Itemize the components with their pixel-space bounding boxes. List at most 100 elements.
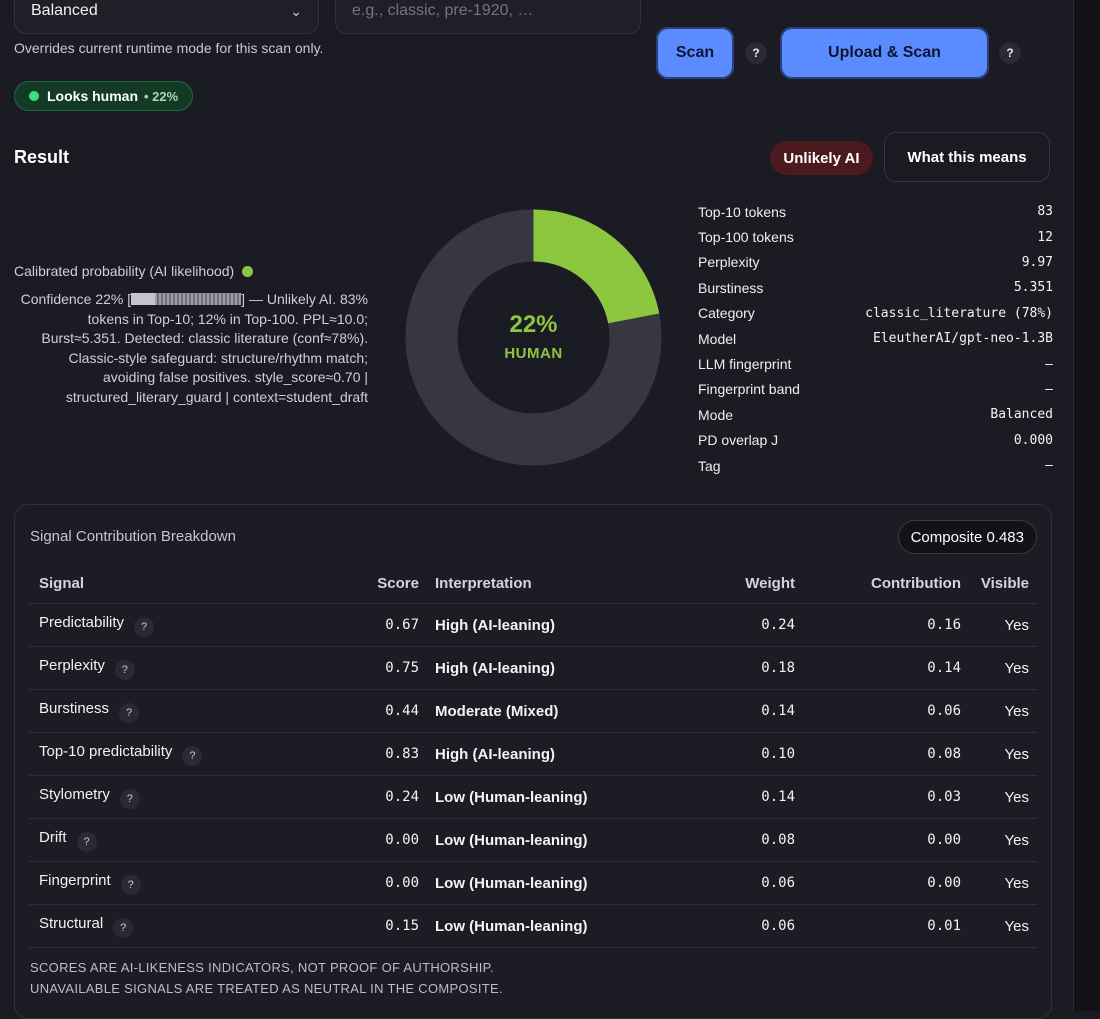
result-status-badge: Unlikely AI [770,141,873,175]
col-header-score: Score [329,563,427,604]
stat-key: Model [698,330,737,347]
score-cell: 0.24 [329,775,427,819]
signal-help-icon[interactable]: ? [182,745,203,766]
signal-help-icon[interactable]: ? [113,917,134,938]
calibrated-probability-text: Calibrated probability (AI likelihood) [14,263,235,279]
col-header-contribution: Contribution [795,563,961,604]
scan-help-icon[interactable]: ? [745,42,767,64]
upload-help-icon[interactable]: ? [999,42,1021,64]
table-row: Predictability? 0.67 High (AI-leaning) 0… [29,603,1037,647]
signal-table: Signal Score Interpretation Weight Contr… [29,563,1037,948]
contribution-cell: 0.08 [795,732,961,776]
signal-cell: Burstiness? [29,689,329,733]
visible-cell: Yes [961,646,1037,690]
mode-select[interactable]: Balanced ⌄ [14,0,319,34]
table-row: Perplexity? 0.75 High (AI-leaning) 0.18 … [29,646,1037,690]
signal-help-icon[interactable]: ? [120,874,141,895]
signal-help-icon[interactable]: ? [134,616,155,637]
stat-row: Top-100 tokens 12 [698,224,1053,249]
stat-value: 83 [1037,204,1053,220]
signal-cell: Drift? [29,818,329,862]
contribution-cell: 0.00 [795,861,961,905]
stat-value: classic_literature (78%) [865,305,1053,321]
interpretation-cell: High (AI-leaning) [427,646,655,690]
visible-cell: Yes [961,775,1037,819]
stat-value: EleutherAI/gpt-neo-1.3B [872,331,1053,347]
stat-key: Burstiness [698,279,764,296]
mode-select-value: Balanced [31,2,98,19]
stat-key: PD overlap J [698,432,779,449]
col-header-weight: Weight [655,563,795,604]
visible-cell: Yes [961,689,1037,733]
confidence-bar [131,293,242,305]
contribution-cell: 0.06 [795,689,961,733]
stat-row: Mode Balanced [698,402,1053,427]
table-row: Stylometry? 0.24 Low (Human-leaning) 0.1… [29,775,1037,819]
score-cell: 0.44 [329,689,427,733]
era-input[interactable]: e.g., classic, pre-1920, … [335,0,641,34]
score-cell: 0.67 [329,603,427,647]
visible-cell: Yes [961,818,1037,862]
confidence-bar-fill [131,293,156,305]
interpretation-cell: High (AI-leaning) [427,732,655,776]
table-header-row: Signal Score Interpretation Weight Contr… [29,563,1037,604]
stat-key: Mode [698,406,734,423]
signal-cell: Structural? [29,904,329,948]
table-row: Structural? 0.15 Low (Human-leaning) 0.0… [29,904,1037,948]
weight-cell: 0.06 [655,861,795,905]
table-row: Drift? 0.00 Low (Human-leaning) 0.08 0.0… [29,818,1037,862]
stat-value: 9.97 [1021,254,1053,270]
what-this-means-button[interactable]: What this means [884,132,1050,182]
contribution-cell: 0.00 [795,818,961,862]
interpretation-cell: Low (Human-leaning) [427,818,655,862]
stat-value: – [1045,356,1053,372]
visible-cell: Yes [961,603,1037,647]
visible-cell: Yes [961,861,1037,905]
signal-cell: Stylometry? [29,775,329,819]
signal-help-icon[interactable]: ? [76,831,97,852]
signal-cell: Predictability? [29,603,329,647]
stats-list: Top-10 tokens 83 Top-100 tokens 12 Perplex… [698,199,1053,478]
chevron-down-icon: ⌄ [290,2,302,19]
signal-cell: Perplexity? [29,646,329,690]
score-cell: 0.00 [329,861,427,905]
contribution-cell: 0.14 [795,646,961,690]
disclaimer-line-1: SCORES ARE AI-LIKENESS INDICATORS, NOT P… [30,960,494,975]
upload-scan-button[interactable]: Upload & Scan [780,27,989,79]
stat-key: Top-10 tokens [698,203,786,220]
scan-button[interactable]: Scan [656,27,734,79]
score-cell: 0.00 [329,818,427,862]
signal-help-icon[interactable]: ? [114,659,135,680]
contribution-cell: 0.03 [795,775,961,819]
signal-help-icon[interactable]: ? [119,702,140,723]
interpretation-cell: Low (Human-leaning) [427,775,655,819]
stat-key: LLM fingerprint [698,356,792,373]
weight-cell: 0.06 [655,904,795,948]
stat-value: – [1045,458,1053,474]
quick-verdict-pct: • 22% [144,88,179,104]
signal-name: Structural [39,914,104,932]
stat-value: 0.000 [1013,432,1053,448]
weight-cell: 0.14 [655,775,795,819]
weight-cell: 0.18 [655,646,795,690]
contribution-cell: 0.01 [795,904,961,948]
score-cell: 0.75 [329,646,427,690]
interpretation-cell: High (AI-leaning) [427,603,655,647]
stat-key: Top-100 tokens [698,229,794,246]
status-dot-icon [29,91,39,101]
col-header-visible: Visible [961,563,1037,604]
signal-help-icon[interactable]: ? [119,788,140,809]
breakdown-title: Signal Contribution Breakdown [30,528,236,545]
interpretation-cell: Moderate (Mixed) [427,689,655,733]
calibrated-status-dot-icon [242,265,254,277]
stat-row: Model EleutherAI/gpt-neo-1.3B [698,326,1053,351]
confidence-summary: Confidence 22% [] — Unlikely AI. 83% tok… [14,290,368,408]
contribution-cell: 0.16 [795,603,961,647]
stat-row: Tag – [698,453,1053,478]
stat-row: Top-10 tokens 83 [698,199,1053,224]
stat-key: Tag [698,457,721,474]
stat-row: Fingerprint band – [698,377,1053,402]
interpretation-cell: Low (Human-leaning) [427,861,655,905]
col-header-interpretation: Interpretation [427,563,655,604]
donut-label: HUMAN [504,345,563,362]
